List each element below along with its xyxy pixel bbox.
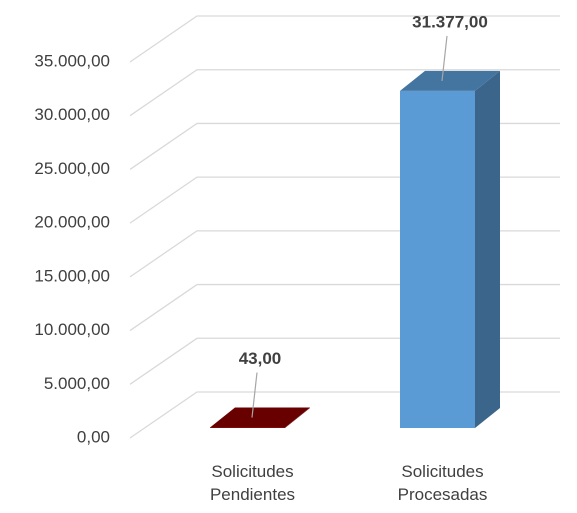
- y-tick-label: 35.000,00: [34, 51, 110, 70]
- y-tick-label: 5.000,00: [44, 374, 110, 393]
- bar-front: [400, 90, 475, 428]
- x-tick-label: Solicitudes Procesadas: [397, 462, 488, 504]
- y-tick-label: 15.000,00: [34, 266, 110, 285]
- y-tick-label: 30.000,00: [34, 105, 110, 124]
- bar-top: [210, 407, 310, 428]
- bar-side: [475, 70, 500, 428]
- bar-top: [400, 70, 500, 91]
- grid-line: [129, 15, 560, 63]
- y-tick-label: 10.000,00: [34, 320, 110, 339]
- value-label: 31.377,00: [412, 12, 488, 31]
- label-leader: [441, 35, 448, 81]
- bar-side: [285, 407, 310, 428]
- label-leader: [251, 372, 258, 418]
- y-tick-label: 0,00: [77, 427, 110, 446]
- grid-line: [129, 69, 560, 117]
- y-tick-label: 25.000,00: [34, 159, 110, 178]
- value-label: 43,00: [239, 349, 282, 368]
- y-tick-label: 20.000,00: [34, 213, 110, 232]
- x-tick-label: Solicitudes Pendientes: [209, 462, 296, 504]
